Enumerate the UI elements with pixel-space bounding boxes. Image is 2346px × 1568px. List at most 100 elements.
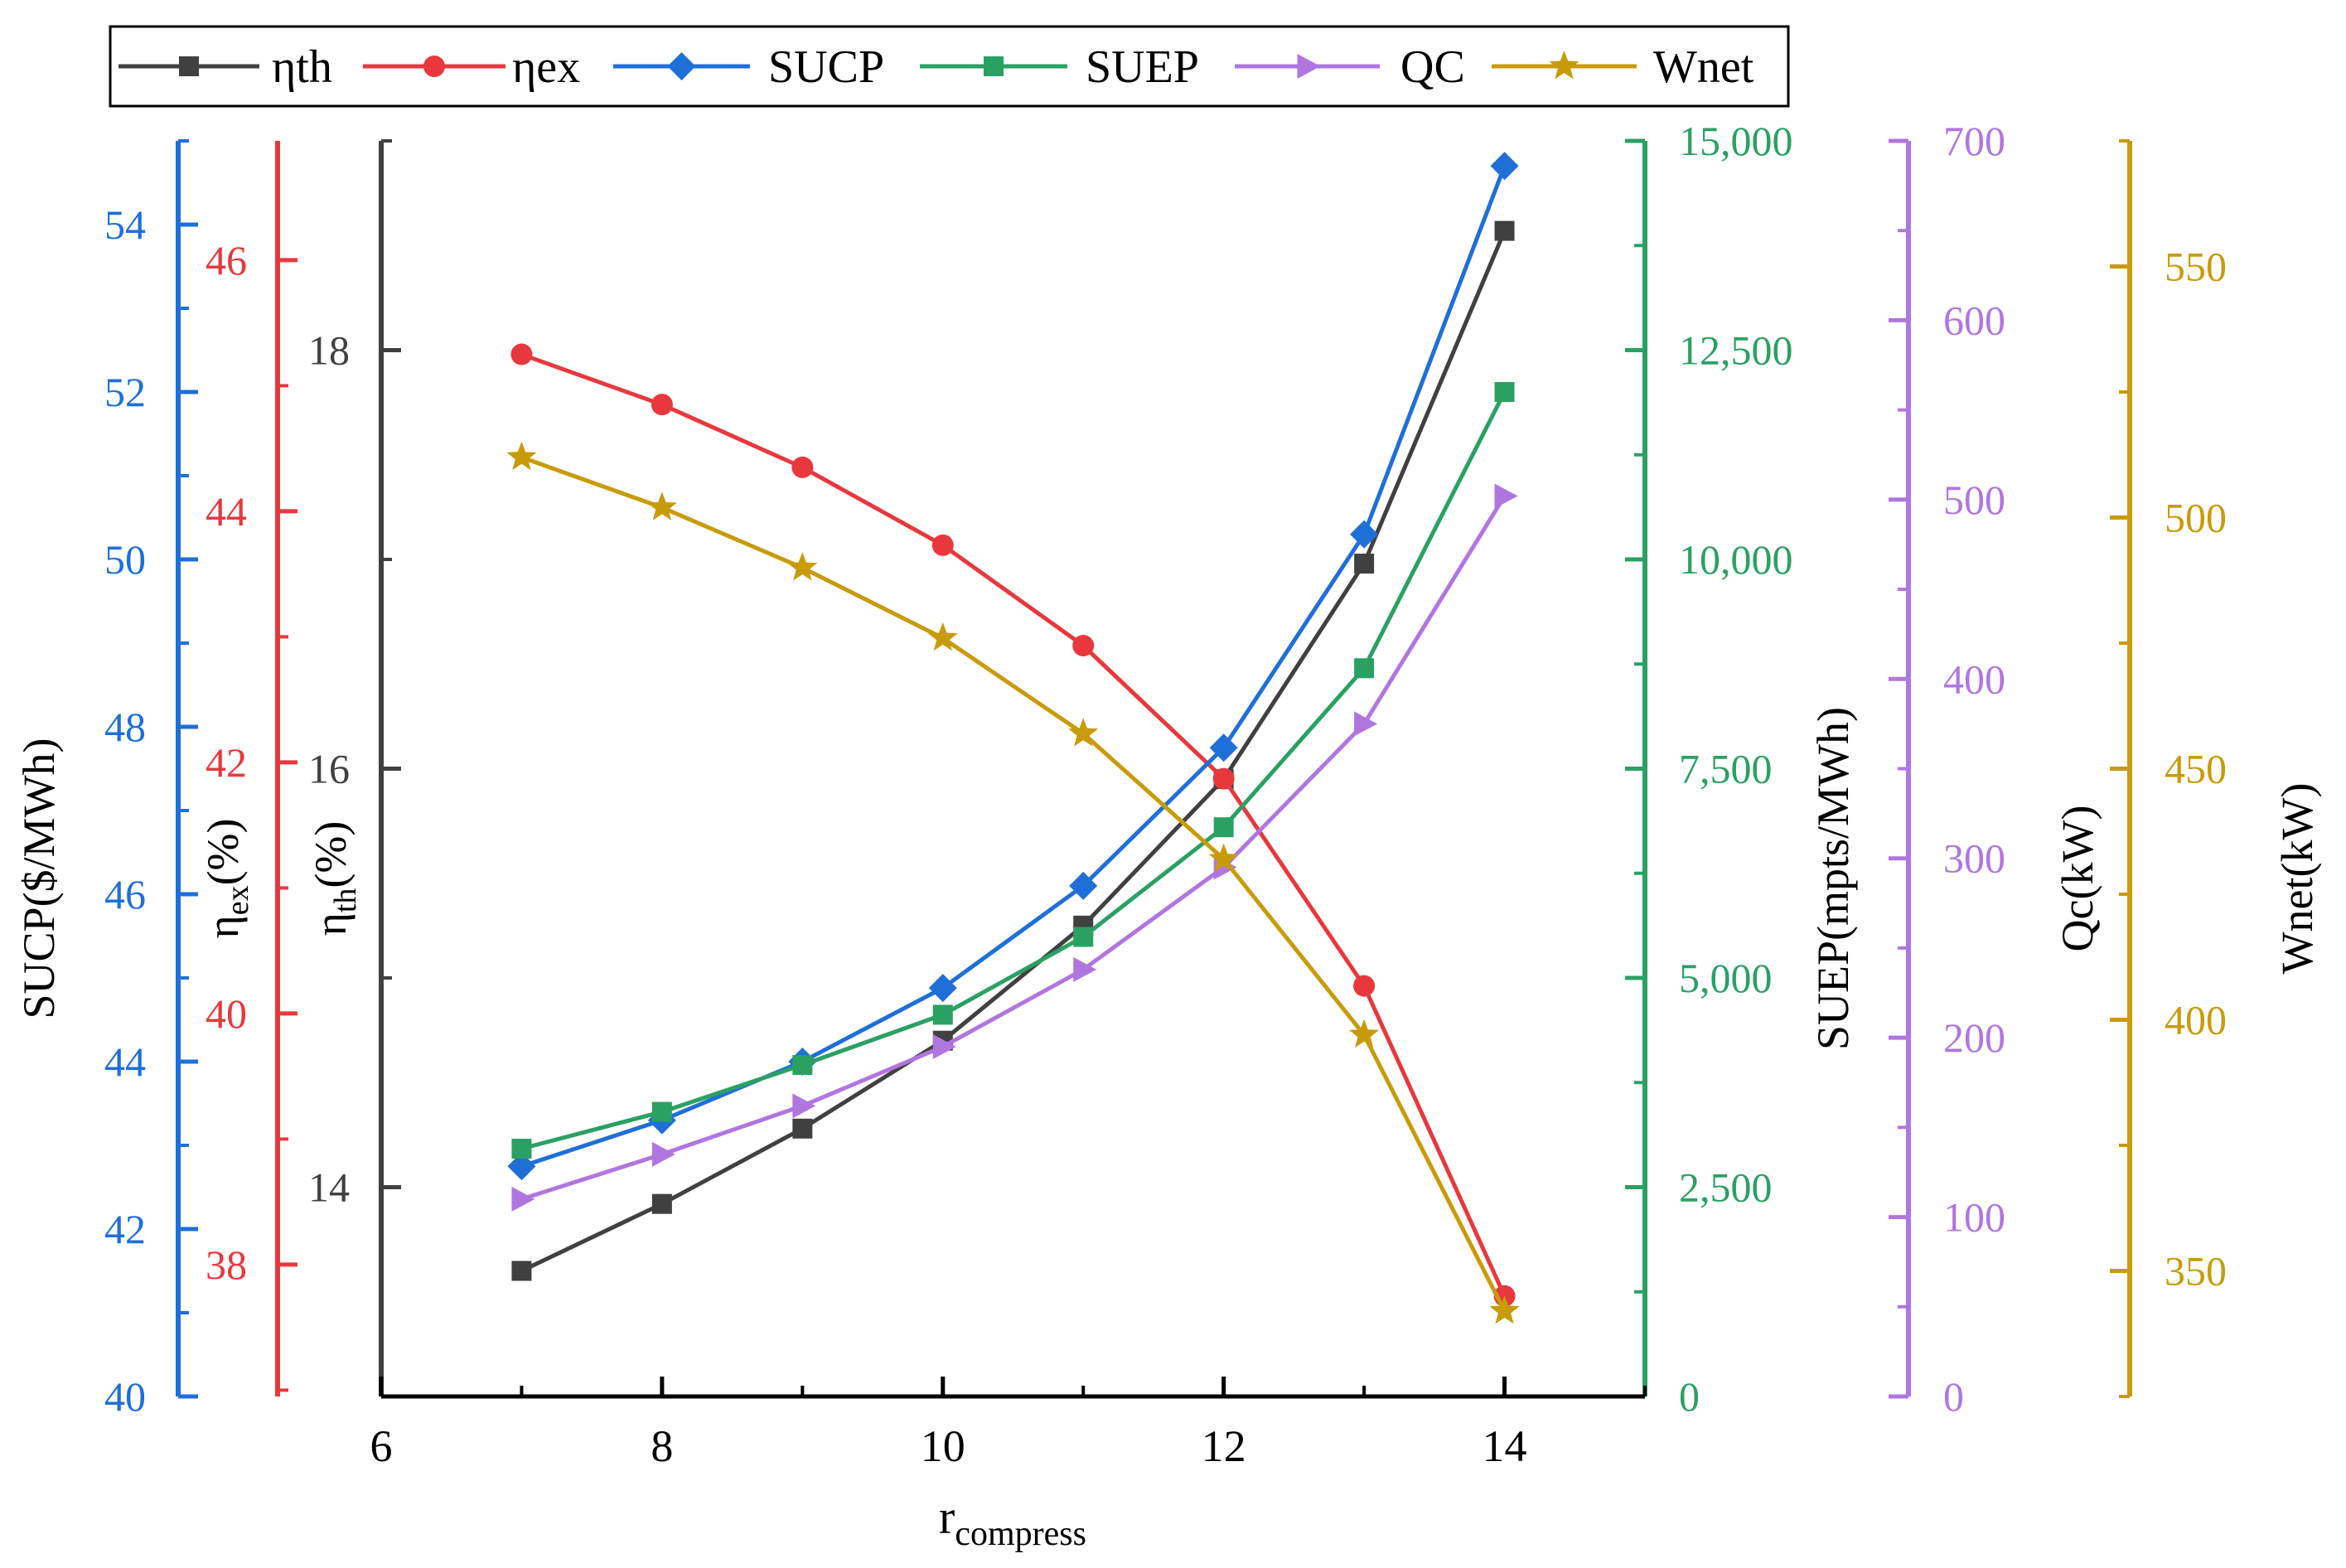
legend-marker	[423, 56, 445, 77]
legend-label: SUEP	[1086, 41, 1199, 93]
tick-label-qc: 700	[1943, 118, 2005, 164]
y-axis-suep: 0 2,500 5,000 7,500 10,000 12,500 15,000 SUEP(m…	[1625, 118, 1858, 1420]
data-point-eta_ex	[791, 456, 814, 478]
tick-label-wnet: 500	[2165, 495, 2227, 541]
data-point-wnet	[1068, 718, 1099, 747]
y-axis-wnet: 350 400 450 500 550 Wnet(kW)	[2110, 139, 2322, 1398]
data-point-wnet	[646, 491, 677, 520]
tick-label-sucp: 50	[104, 536, 146, 583]
series-line-sucp	[520, 165, 1507, 1169]
tick-label-qc: 0	[1943, 1373, 1964, 1420]
tick-label-eta_th: 14	[308, 1164, 350, 1211]
axis-title-eta_ex: ηex(%)	[198, 818, 255, 938]
series-eta_ex	[510, 343, 1516, 1307]
data-point-suep	[1494, 382, 1515, 402]
legend-label: ηth	[272, 41, 332, 93]
data-point-wnet	[1349, 1019, 1380, 1048]
tick-label-wnet: 450	[2165, 746, 2227, 792]
data-point-qc	[1073, 956, 1097, 982]
tick-label-sucp: 52	[104, 369, 146, 415]
y-axis-eta_th: 14 16 18 ηth(%)	[306, 139, 401, 1398]
data-point-wnet	[927, 622, 958, 651]
axis-title-qc: Qc(kW)	[2053, 806, 2102, 952]
series-line-suep	[520, 390, 1507, 1151]
data-point-suep	[932, 1004, 953, 1025]
data-point-wnet	[787, 552, 818, 581]
tick-label-qc: 300	[1943, 835, 2005, 882]
data-point-eta_ex	[1353, 975, 1376, 997]
series-line-eta_th	[520, 230, 1507, 1273]
tick-label-wnet: 400	[2165, 997, 2227, 1043]
axis-title-eta_th: ηth(%)	[306, 821, 363, 936]
data-point-eta_ex	[931, 534, 954, 556]
data-point-wnet	[506, 441, 537, 471]
data-point-qc	[932, 1033, 956, 1059]
data-point-qc	[651, 1141, 675, 1167]
data-point-wnet	[1489, 1295, 1520, 1324]
tick-label-suep: 10,000	[1679, 536, 1793, 583]
legend-marker	[179, 56, 199, 76]
data-point-eta_ex	[1212, 767, 1235, 790]
series-qc	[511, 483, 1518, 1212]
data-point-eta_ex	[651, 394, 673, 416]
data-point-suep	[792, 1055, 813, 1076]
data-point-qc	[1494, 483, 1518, 509]
tick-label-eta_ex: 44	[206, 488, 247, 535]
legend-item-qc: QC	[1235, 41, 1465, 93]
tick-label-eta_th: 16	[308, 746, 350, 792]
data-point-qc	[792, 1093, 816, 1119]
tick-label-sucp: 40	[104, 1373, 146, 1420]
tick-label-eta_ex: 40	[206, 990, 247, 1037]
tick-label-eta_ex: 42	[206, 739, 247, 786]
data-point-suep	[1354, 658, 1375, 679]
tick-label-wnet: 550	[2165, 244, 2227, 290]
series-line-qc	[520, 495, 1507, 1202]
x-axis-title: rcompress	[939, 1490, 1086, 1553]
data-point-sucp	[507, 1152, 536, 1181]
tick-label-sucp: 54	[104, 201, 146, 248]
tick-label-qc: 200	[1943, 1014, 2005, 1061]
axis-title-sucp: SUCP($/MWh)	[14, 738, 64, 1019]
tick-label-suep: 0	[1679, 1373, 1700, 1420]
legend-marker	[667, 52, 696, 80]
tick-label-eta_ex: 38	[206, 1241, 247, 1288]
data-point-eta_th	[651, 1193, 672, 1214]
x-tick-label: 14	[1483, 1421, 1527, 1471]
legend: ηth ηex SUCP SUEP QC Wnet	[109, 25, 1790, 108]
data-point-suep	[651, 1101, 672, 1122]
legend-item-suep: SUEP	[920, 41, 1199, 93]
series-wnet	[506, 441, 1520, 1324]
data-point-eta_ex	[1072, 635, 1095, 657]
legend-label: QC	[1400, 41, 1465, 93]
tick-label-suep: 15,000	[1679, 118, 1793, 164]
data-point-suep	[1073, 927, 1094, 947]
data-point-eta_th	[1494, 220, 1515, 241]
legend-label: ηex	[512, 41, 580, 93]
tick-label-sucp: 44	[104, 1038, 146, 1085]
legend-marker	[1549, 51, 1579, 80]
x-tick-label: 12	[1202, 1421, 1246, 1471]
data-point-eta_th	[1354, 554, 1375, 574]
series-sucp	[507, 152, 1519, 1181]
legend-marker	[984, 56, 1004, 76]
series-suep	[511, 382, 1515, 1159]
tick-label-qc: 400	[1943, 656, 2005, 702]
tick-label-wnet: 350	[2165, 1248, 2227, 1295]
data-point-sucp	[928, 974, 957, 1003]
x-tick-label: 10	[921, 1421, 965, 1471]
tick-label-eta_ex: 46	[206, 237, 247, 283]
data-point-suep	[511, 1139, 532, 1159]
data-point-sucp	[1490, 152, 1519, 181]
data-point-qc	[1354, 711, 1378, 737]
legend-item-wnet: Wnet	[1492, 41, 1754, 93]
legend-label: SUCP	[768, 41, 884, 93]
axis-title-wnet: Wnet(kW)	[2272, 783, 2322, 975]
legend-item-sucp: SUCP	[613, 41, 884, 93]
tick-label-suep: 2,500	[1679, 1164, 1773, 1211]
data-point-sucp	[1209, 733, 1238, 762]
tick-label-qc: 600	[1943, 297, 2005, 343]
data-point-qc	[511, 1186, 535, 1212]
legend-marker	[1297, 54, 1321, 79]
x-tick-label: 6	[370, 1421, 393, 1471]
